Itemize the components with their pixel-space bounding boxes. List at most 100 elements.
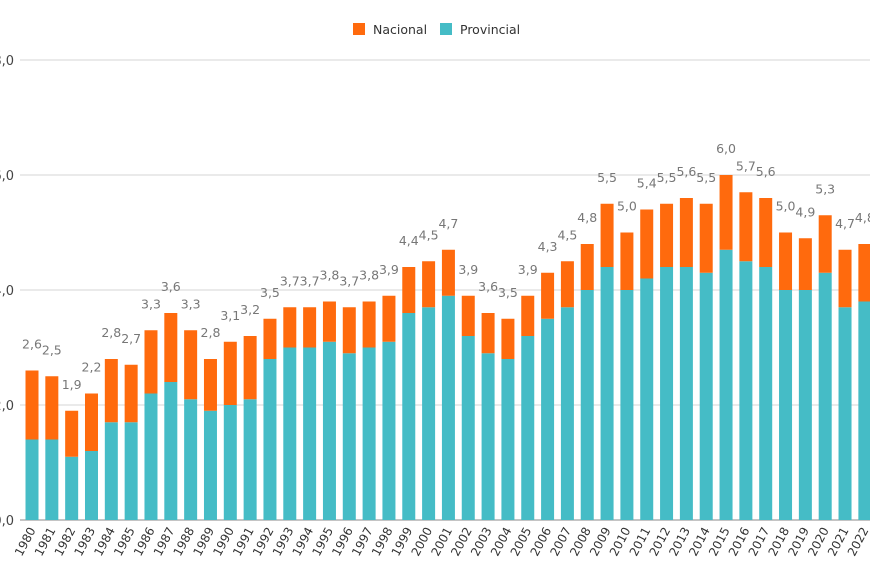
bar-provincial bbox=[699, 272, 713, 520]
data-label: 3,3 bbox=[141, 296, 161, 311]
data-label: 5,5 bbox=[696, 170, 716, 185]
bar-provincial bbox=[263, 359, 277, 520]
data-label: 3,2 bbox=[240, 302, 260, 317]
bar-nacional bbox=[719, 175, 733, 250]
bar-provincial bbox=[798, 290, 812, 520]
bar-nacional bbox=[164, 313, 178, 382]
data-label: 2,2 bbox=[82, 360, 102, 375]
data-label: 2,8 bbox=[201, 325, 221, 340]
bar-nacional bbox=[303, 307, 317, 348]
bar-nacional bbox=[580, 244, 594, 290]
bar-provincial bbox=[362, 347, 376, 520]
data-label: 2,6 bbox=[22, 337, 42, 352]
bar-provincial bbox=[45, 439, 59, 520]
bar-nacional bbox=[818, 215, 832, 273]
bar-provincial bbox=[660, 267, 674, 520]
data-label: 3,7 bbox=[339, 273, 359, 288]
bar-provincial bbox=[124, 422, 138, 520]
bar-nacional bbox=[45, 376, 59, 440]
bar-nacional bbox=[640, 209, 654, 279]
data-label: 3,5 bbox=[260, 285, 280, 300]
bar-nacional bbox=[322, 301, 336, 342]
bar-provincial bbox=[521, 336, 535, 520]
bar-provincial bbox=[580, 290, 594, 520]
legend-swatch bbox=[353, 23, 365, 35]
bar-nacional bbox=[600, 203, 614, 267]
data-label: 1,9 bbox=[62, 377, 82, 392]
data-label: 3,7 bbox=[280, 273, 300, 288]
bar-nacional bbox=[402, 267, 416, 313]
data-label: 4,5 bbox=[557, 227, 577, 242]
bar-provincial bbox=[719, 249, 733, 520]
bar-nacional bbox=[144, 330, 158, 394]
data-label: 3,5 bbox=[498, 285, 518, 300]
bar-nacional bbox=[223, 341, 237, 405]
y-tick-label: 8,0 bbox=[0, 54, 14, 69]
bar-nacional bbox=[620, 232, 634, 290]
legend-label: Nacional bbox=[373, 22, 427, 37]
bar-nacional bbox=[124, 364, 138, 423]
bar-provincial bbox=[679, 267, 693, 520]
bar-provincial bbox=[65, 456, 79, 520]
bar-nacional bbox=[104, 359, 118, 423]
bar-nacional bbox=[184, 330, 198, 400]
bar-nacional bbox=[382, 295, 396, 342]
data-label: 2,8 bbox=[101, 325, 121, 340]
bar-provincial bbox=[303, 347, 317, 520]
bar-provincial bbox=[104, 422, 118, 520]
data-label: 3,3 bbox=[181, 296, 201, 311]
data-label: 4,8 bbox=[577, 210, 597, 225]
bar-nacional bbox=[560, 261, 574, 308]
bar-provincial bbox=[759, 267, 773, 520]
bar-provincial bbox=[342, 353, 356, 520]
bar-provincial bbox=[322, 341, 336, 520]
bar-provincial bbox=[203, 410, 217, 520]
bar-nacional bbox=[263, 318, 277, 359]
bar-provincial bbox=[600, 267, 614, 520]
data-label: 3,8 bbox=[359, 268, 379, 283]
data-label: 3,9 bbox=[458, 262, 478, 277]
y-tick-label: 6,0 bbox=[0, 169, 14, 184]
data-label: 4,4 bbox=[399, 233, 419, 248]
bar-provincial bbox=[501, 359, 515, 520]
data-label: 3,9 bbox=[518, 262, 538, 277]
bar-provincial bbox=[858, 301, 870, 520]
data-label: 3,6 bbox=[478, 279, 498, 294]
data-label: 4,5 bbox=[419, 227, 439, 242]
bar-provincial bbox=[382, 341, 396, 520]
data-label: 2,7 bbox=[121, 331, 141, 346]
bar-nacional bbox=[283, 307, 297, 348]
bar-nacional bbox=[422, 261, 436, 308]
bar-provincial bbox=[818, 272, 832, 520]
bar-provincial bbox=[144, 393, 158, 520]
bar-nacional bbox=[362, 301, 376, 348]
bar-provincial bbox=[184, 399, 198, 520]
bar-nacional bbox=[739, 192, 753, 262]
bar-provincial bbox=[560, 307, 574, 520]
bar-provincial bbox=[422, 307, 436, 520]
y-tick-label: 4,0 bbox=[0, 284, 14, 299]
bar-nacional bbox=[759, 198, 773, 267]
data-label: 4,7 bbox=[438, 216, 458, 231]
data-label: 4,8 bbox=[855, 210, 870, 225]
data-label: 5,6 bbox=[756, 164, 776, 179]
legend-swatch bbox=[440, 23, 452, 35]
bar-nacional bbox=[203, 359, 217, 411]
bar-nacional bbox=[65, 410, 79, 457]
data-label: 2,5 bbox=[42, 342, 62, 357]
bar-provincial bbox=[838, 307, 852, 520]
bar-provincial bbox=[739, 261, 753, 520]
data-label: 5,5 bbox=[597, 170, 617, 185]
bar-nacional bbox=[25, 370, 39, 440]
bar-provincial bbox=[441, 295, 455, 520]
bar-nacional bbox=[838, 249, 852, 308]
bar-nacional bbox=[858, 244, 870, 302]
bar-nacional bbox=[243, 336, 257, 400]
bar-nacional bbox=[441, 249, 455, 296]
bar-provincial bbox=[779, 290, 793, 520]
bar-nacional bbox=[541, 272, 555, 319]
bar-provincial bbox=[223, 405, 237, 520]
bar-nacional bbox=[481, 313, 495, 354]
bar-nacional bbox=[679, 198, 693, 267]
